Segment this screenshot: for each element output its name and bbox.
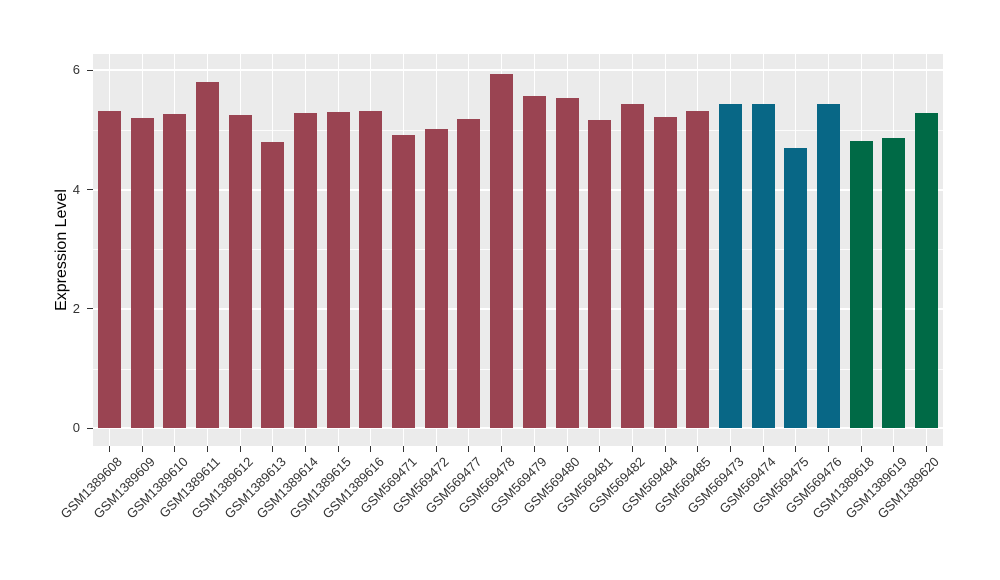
bar-GSM1389615 bbox=[326, 112, 350, 429]
bar-GSM569481 bbox=[588, 120, 612, 429]
gridline-minor bbox=[93, 129, 943, 131]
x-tick-mark bbox=[108, 446, 110, 452]
bar-GSM569474 bbox=[751, 103, 775, 429]
bar-GSM569475 bbox=[784, 147, 808, 429]
x-tick-mark bbox=[631, 446, 633, 452]
y-tick-label: 6 bbox=[72, 62, 80, 78]
x-tick-mark bbox=[762, 446, 764, 452]
x-tick-mark bbox=[435, 446, 437, 452]
x-tick-mark bbox=[272, 446, 274, 452]
bar-GSM1389613 bbox=[261, 141, 285, 429]
bar-GSM1389611 bbox=[195, 82, 219, 429]
x-tick-mark bbox=[664, 446, 666, 452]
gridline-major bbox=[93, 69, 943, 72]
x-tick-mark bbox=[828, 446, 830, 452]
y-tick-mark bbox=[87, 69, 93, 71]
bar-GSM1389620 bbox=[915, 113, 939, 429]
x-tick-mark bbox=[206, 446, 208, 452]
x-tick-mark bbox=[305, 446, 306, 452]
bar-GSM1389614 bbox=[294, 113, 317, 429]
x-tick-mark bbox=[795, 446, 797, 452]
y-tick-label: 4 bbox=[72, 181, 80, 197]
gridline-major bbox=[93, 427, 943, 430]
bar-GSM569473 bbox=[719, 104, 742, 429]
x-tick-mark bbox=[239, 446, 241, 452]
x-tick-mark bbox=[730, 446, 731, 452]
bar-GSM1389608 bbox=[97, 110, 121, 429]
bar-GSM1389619 bbox=[882, 138, 906, 429]
y-tick-mark bbox=[87, 189, 93, 190]
gridline-major bbox=[93, 188, 943, 191]
bar-GSM1389612 bbox=[228, 114, 252, 429]
bar-GSM569480 bbox=[555, 98, 579, 429]
gridline-minor bbox=[93, 368, 943, 370]
x-tick-mark bbox=[468, 446, 470, 452]
plot-panel bbox=[93, 54, 943, 446]
x-tick-mark bbox=[566, 446, 568, 452]
bar-GSM1389609 bbox=[130, 117, 154, 429]
gridline-minor bbox=[93, 249, 943, 251]
y-tick-label: 0 bbox=[72, 420, 80, 436]
bar-GSM1389616 bbox=[359, 111, 383, 429]
bar-GSM569484 bbox=[653, 116, 677, 429]
bar-GSM1389618 bbox=[849, 141, 873, 429]
gridline-major bbox=[93, 307, 943, 310]
bar-GSM569485 bbox=[686, 111, 710, 429]
x-tick-mark bbox=[337, 446, 339, 452]
bar-GSM1389610 bbox=[163, 113, 187, 429]
x-tick-mark bbox=[599, 446, 601, 452]
x-tick-mark bbox=[533, 446, 535, 452]
x-tick-mark bbox=[174, 446, 176, 452]
x-tick-mark bbox=[860, 446, 862, 452]
x-tick-mark bbox=[926, 446, 928, 452]
bar-GSM569479 bbox=[522, 95, 546, 429]
x-tick-mark bbox=[403, 446, 405, 452]
bar-GSM569478 bbox=[490, 74, 514, 429]
bar-GSM569472 bbox=[424, 129, 448, 429]
y-tick-mark bbox=[87, 427, 93, 429]
y-tick-mark bbox=[87, 308, 93, 310]
bar-GSM569477 bbox=[457, 119, 481, 429]
x-tick-mark bbox=[501, 446, 503, 452]
x-tick-mark bbox=[893, 446, 895, 452]
x-tick-mark bbox=[370, 446, 372, 452]
y-axis-title: Expression Level bbox=[53, 189, 70, 311]
bar-GSM569476 bbox=[817, 103, 841, 429]
x-tick-mark bbox=[141, 446, 143, 452]
y-tick-label: 2 bbox=[72, 300, 80, 316]
bar-GSM569471 bbox=[392, 135, 416, 429]
bar-GSM569482 bbox=[620, 104, 644, 429]
x-tick-mark bbox=[697, 446, 699, 452]
